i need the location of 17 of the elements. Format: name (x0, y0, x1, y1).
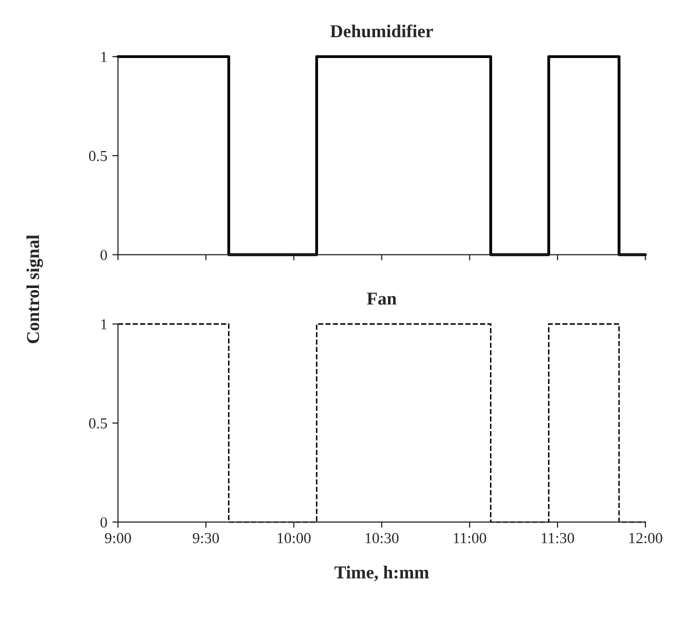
y-tick-label: 1 (101, 319, 107, 330)
x-tick-label: 11:00 (454, 532, 486, 544)
x-tick-label: 10:00 (278, 532, 311, 544)
x-tick-label: 12:00 (629, 532, 662, 544)
x-tick-label: 9:00 (104, 532, 131, 544)
y-tick-label: 0.5 (89, 418, 107, 429)
y-axis-title: Control signal (26, 234, 43, 344)
y-tick-label: 0 (100, 517, 107, 528)
y-tick-label: 0 (100, 250, 107, 260)
chart-title: Dehumidifier (330, 24, 433, 38)
chart-title: Fan (366, 292, 396, 305)
y-tick-label: 1 (101, 52, 107, 62)
x-tick-label: 9:30 (192, 532, 219, 544)
y-tick-label: 0.5 (89, 150, 107, 162)
x-axis-title: Time, h:mm (334, 566, 429, 582)
x-tick-label: 11:30 (542, 532, 574, 544)
x-tick-label: 10:30 (366, 532, 399, 544)
